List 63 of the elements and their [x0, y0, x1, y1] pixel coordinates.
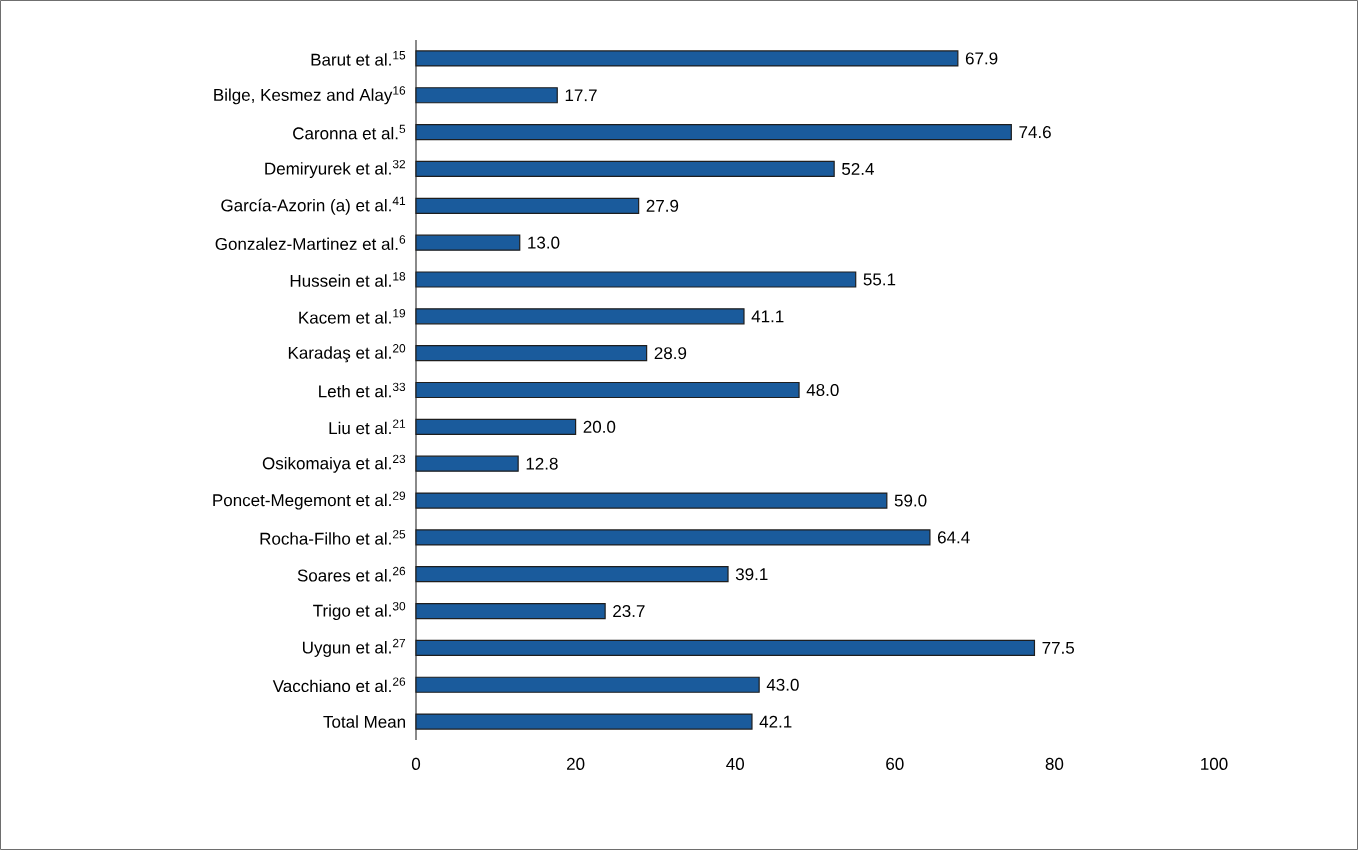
data-label: 17.7: [565, 89, 597, 102]
y-tick-label: Gonzalez-Martinez et al.$^{6}$: [215, 235, 406, 250]
x-tick-label: 60: [886, 757, 904, 770]
data-label: 43.0: [766, 678, 799, 691]
bar: [415, 50, 959, 67]
y-tick-label: Trigo et al.$^{30}$: [313, 602, 406, 621]
y-tick-label: Kacem et al.$^{19}$: [299, 308, 406, 324]
y-tick-label: Vacchiano et al.$^{26}$: [272, 677, 406, 693]
y-tick-label: García-Azorin (a) et al.$^{41}$: [221, 196, 406, 215]
y-tick-label: Bilge, Kesmez and Alay$^{16}$: [214, 86, 406, 105]
data-label: 48.0: [806, 383, 839, 397]
x-tick-label: 20: [567, 757, 585, 770]
data-label: 42.1: [759, 715, 792, 728]
data-label: 55.1: [863, 273, 896, 286]
x-tick-label: 80: [1045, 757, 1064, 770]
bar: [415, 713, 753, 730]
data-label: 39.1: [735, 568, 768, 581]
data-label: 52.4: [842, 162, 874, 175]
y-tick-label: Liu et al.$^{21}$: [329, 419, 406, 435]
bar: [415, 197, 640, 214]
y-tick-label: Rocha-Filho et al.$^{25}$: [260, 530, 406, 545]
y-tick-label: Poncet-Megemont et al.$^{29}$: [213, 491, 406, 510]
bar: [415, 271, 857, 288]
bar: [415, 124, 1012, 141]
data-label: 23.7: [613, 605, 645, 618]
data-label: 28.9: [654, 347, 687, 360]
bar: [415, 455, 519, 472]
data-label: 77.5: [1042, 641, 1075, 654]
x-tick-label: 0: [411, 757, 421, 770]
bar: [415, 676, 760, 693]
y-tick-label: Karadaş et al.$^{20}$: [288, 344, 406, 363]
y-tick-label: Hussein et al.$^{18}$: [290, 272, 406, 287]
data-label: 67.9: [965, 52, 998, 65]
bar: [415, 566, 729, 583]
data-label: 13.0: [528, 236, 560, 249]
y-tick-label: Demiryurek et al.$^{32}$: [265, 159, 406, 178]
bar: [415, 381, 800, 399]
bar: [415, 529, 931, 546]
data-label: 74.6: [1019, 126, 1051, 139]
bar: [415, 345, 648, 362]
data-label: 41.1: [751, 310, 784, 323]
x-tick-label: 40: [726, 757, 744, 770]
data-label: 27.9: [646, 199, 679, 212]
bar: [415, 308, 745, 325]
y-tick-label: Soares et al.$^{26}$: [297, 566, 406, 582]
bar: [415, 492, 888, 509]
x-tick-label: 100: [1201, 757, 1228, 770]
data-label: 12.8: [526, 457, 558, 470]
data-label: 64.4: [937, 531, 970, 544]
bar: [415, 418, 577, 435]
bar: [415, 160, 835, 178]
bar: [415, 602, 606, 620]
data-label: 59.0: [894, 494, 927, 507]
bar: [415, 87, 558, 104]
data-label: 20.0: [583, 420, 616, 433]
y-tick-label: Osikomaiya et al.$^{23}$: [262, 454, 406, 473]
y-tick-label: Leth et al.$^{33}$: [319, 382, 406, 398]
bar: [415, 234, 521, 251]
y-tick-label: Total Mean: [323, 715, 405, 728]
y-tick-label: Caronna et al.$^{5}$: [293, 124, 406, 140]
bar: [415, 639, 1036, 656]
y-tick-label: Barut et al.$^{15}$: [311, 51, 406, 66]
y-tick-label: Uygun et al.$^{27}$: [303, 638, 406, 657]
